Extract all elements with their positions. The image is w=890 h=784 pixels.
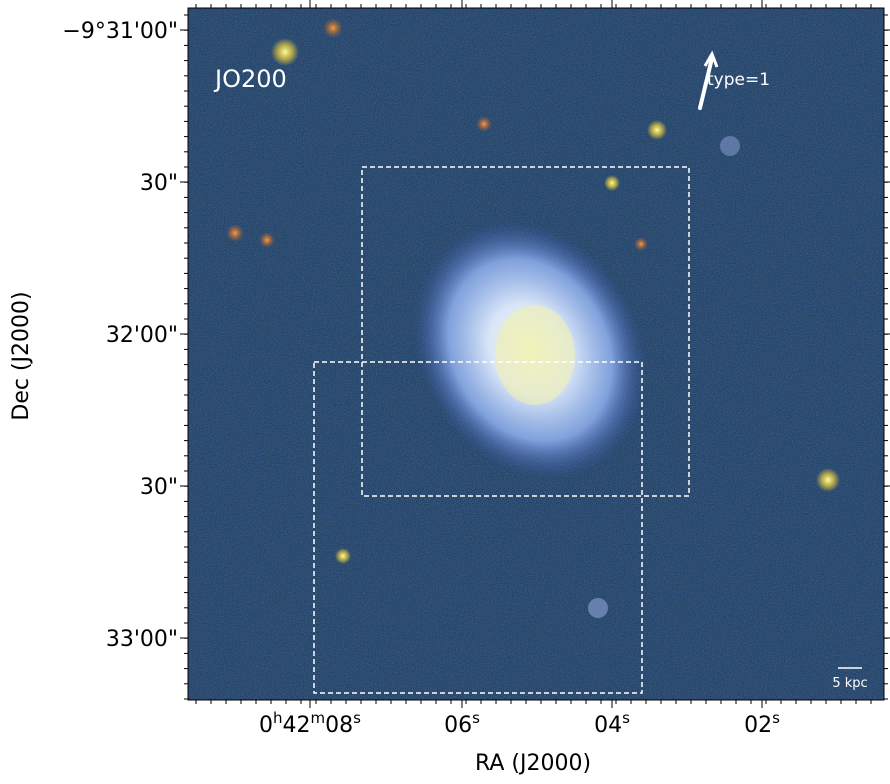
x-tick-label-part: 08 — [325, 713, 353, 738]
x-tick-label-part: h — [273, 709, 283, 727]
x-tick-label-part: 04 — [594, 713, 622, 738]
x-axis-label: RA (J2000) — [475, 751, 591, 776]
arrow — [698, 56, 714, 110]
arrow-head — [703, 50, 719, 68]
sky-image — [188, 8, 884, 700]
x-tick-label-part: 42 — [283, 713, 311, 738]
frame — [187, 7, 885, 701]
x-tick-label-part: s — [472, 709, 480, 727]
y-axis-label: Dec (J2000) — [9, 291, 34, 420]
x-tick-label-part: s — [353, 709, 361, 727]
x-tick-label: 04s — [594, 709, 630, 738]
x-tick-label-part: s — [772, 709, 780, 727]
x-tick-label-part: 02 — [744, 713, 772, 738]
x-tick-label-part: s — [622, 709, 630, 727]
dashed-box — [361, 166, 690, 497]
y-tick-label: −9°31'00" — [62, 19, 178, 44]
y-tick-label: 33'00" — [106, 627, 178, 652]
y-tick-label: 30" — [140, 475, 178, 500]
annotation: type=1 — [707, 70, 770, 90]
y-tick-label: 30" — [140, 171, 178, 196]
ticks: 0h42m08s 06s 04s 02s−9°31'00"30"32'00"30"33… — [62, 0, 890, 738]
x-tick-label: 0h42m08s — [259, 709, 361, 738]
panel-label: JO200 — [213, 65, 287, 93]
x-tick-label: 06s — [444, 709, 480, 738]
scale-bar-label: 5 kpc — [832, 676, 867, 691]
x-tick-label: 02s — [744, 709, 780, 738]
x-tick-label-part: m — [311, 709, 326, 727]
y-tick-label: 32'00" — [106, 323, 178, 348]
dashed-box — [313, 361, 643, 694]
x-tick-label-part: 0 — [259, 713, 273, 738]
x-tick-label-part: 06 — [444, 713, 472, 738]
